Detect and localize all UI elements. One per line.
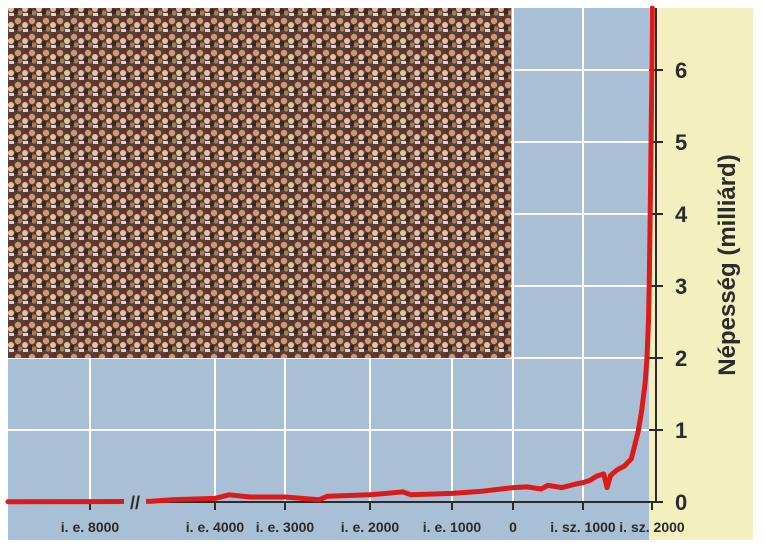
- axis-break-marker: //: [124, 493, 146, 513]
- y-tick-label: 5: [675, 130, 687, 155]
- x-tick-label: i. sz. 1000: [550, 519, 616, 535]
- x-tick-label: i. e. 2000: [341, 519, 400, 535]
- x-tick-label: i. e. 3000: [256, 519, 315, 535]
- crowd-photo: [8, 8, 511, 358]
- y-axis-ticks: 0 1 2 3 4 5 6: [649, 58, 688, 515]
- y-tick-label: 2: [675, 346, 687, 371]
- y-tick-label: 1: [675, 418, 687, 443]
- x-axis-strip: [8, 502, 649, 540]
- x-tick-label: i. e. 4000: [186, 519, 245, 535]
- y-tick-label: 4: [675, 202, 688, 227]
- axis-panel: [649, 8, 753, 540]
- population-line: [5, 5, 655, 505]
- x-tick-label: i. e. 8000: [61, 519, 120, 535]
- x-tick-label: i. e. 1000: [423, 519, 482, 535]
- x-axis-ticks: i. e. 8000 i. e. 4000 i. e. 3000 i. e. 2000…: [61, 502, 685, 535]
- y-tick-label: 0: [675, 490, 687, 515]
- y-tick-label: 6: [675, 58, 687, 83]
- y-tick-label: 3: [675, 274, 687, 299]
- x-tick-label: i. sz. 2000: [619, 519, 685, 535]
- y-axis-label: Népesség (milliárd): [714, 154, 741, 375]
- x-tick-label: 0: [509, 519, 517, 535]
- svg-text://: //: [130, 493, 140, 513]
